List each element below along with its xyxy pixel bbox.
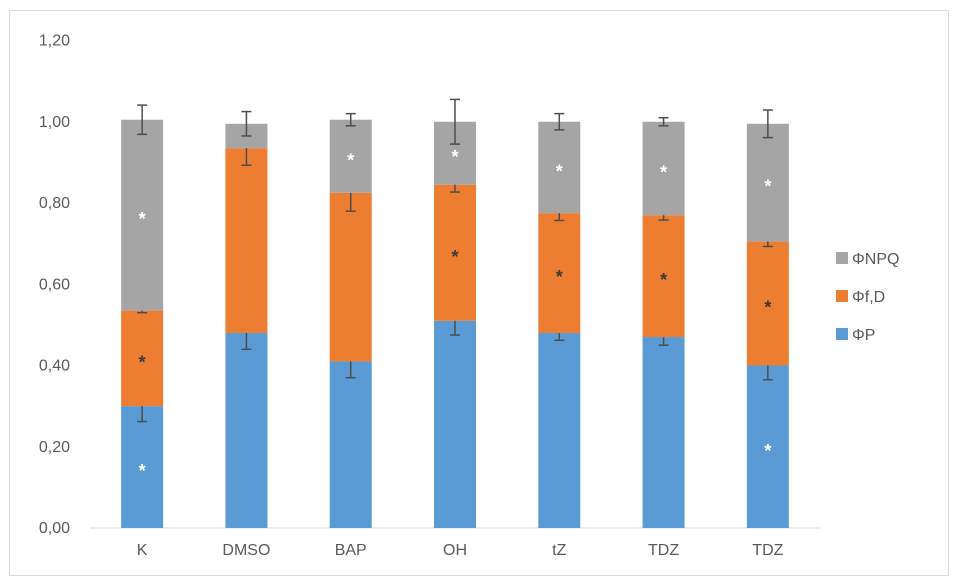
significance-star: * [764, 298, 771, 318]
x-category-label: OH [443, 542, 467, 559]
bar-segment [329, 192, 372, 362]
significance-star: * [451, 147, 458, 167]
x-category-label: TDZ [752, 542, 783, 559]
x-category-label: K [137, 542, 148, 559]
y-tick-label: 1,00 [39, 114, 70, 131]
bar-segment [538, 213, 581, 333]
significance-star: * [347, 150, 354, 170]
bar-segment [121, 406, 164, 528]
legend-label: ΦP [852, 327, 875, 344]
bar-segment [538, 333, 581, 528]
significance-star: * [139, 352, 146, 372]
bar-segment [642, 337, 685, 528]
significance-star: * [451, 247, 458, 267]
legend-label: ΦNPQ [852, 251, 899, 268]
bar-segment [434, 320, 476, 528]
y-tick-label: 0,60 [39, 276, 70, 293]
significance-star: * [556, 161, 563, 181]
significance-star: * [764, 177, 771, 197]
bar-segment [642, 215, 685, 338]
significance-star: * [660, 162, 667, 182]
significance-star: * [764, 441, 771, 461]
bar-segment [225, 148, 268, 333]
bar-segment [121, 119, 164, 311]
bar-segment [746, 241, 789, 366]
y-tick-label: 0,80 [39, 195, 70, 212]
bar-segment [121, 310, 164, 407]
bar-segment [746, 123, 789, 242]
bar-segment [225, 333, 268, 528]
bar-segment [329, 119, 372, 193]
bar-segment [746, 365, 789, 528]
legend-swatch [836, 290, 848, 302]
x-category-label: tZ [552, 542, 566, 559]
significance-star: * [139, 461, 146, 481]
x-category-label: DMSO [222, 542, 270, 559]
significance-star: * [556, 267, 563, 287]
bar-segment [434, 184, 476, 321]
legend-swatch [836, 328, 848, 340]
legend-label: Φf,D [852, 289, 885, 306]
y-tick-label: 0,40 [39, 358, 70, 375]
x-category-label: TDZ [648, 542, 679, 559]
y-tick-label: 0,20 [39, 439, 70, 456]
chart-frame [9, 10, 949, 576]
y-tick-label: 0,00 [39, 520, 70, 537]
bar-segment [329, 361, 372, 528]
bar-segment [642, 121, 685, 216]
y-tick-label: 1,20 [39, 33, 70, 50]
bar-segment [538, 121, 581, 214]
significance-star: * [139, 209, 146, 229]
legend-swatch [836, 252, 848, 264]
x-category-label: BAP [335, 542, 367, 559]
significance-star: * [660, 270, 667, 290]
